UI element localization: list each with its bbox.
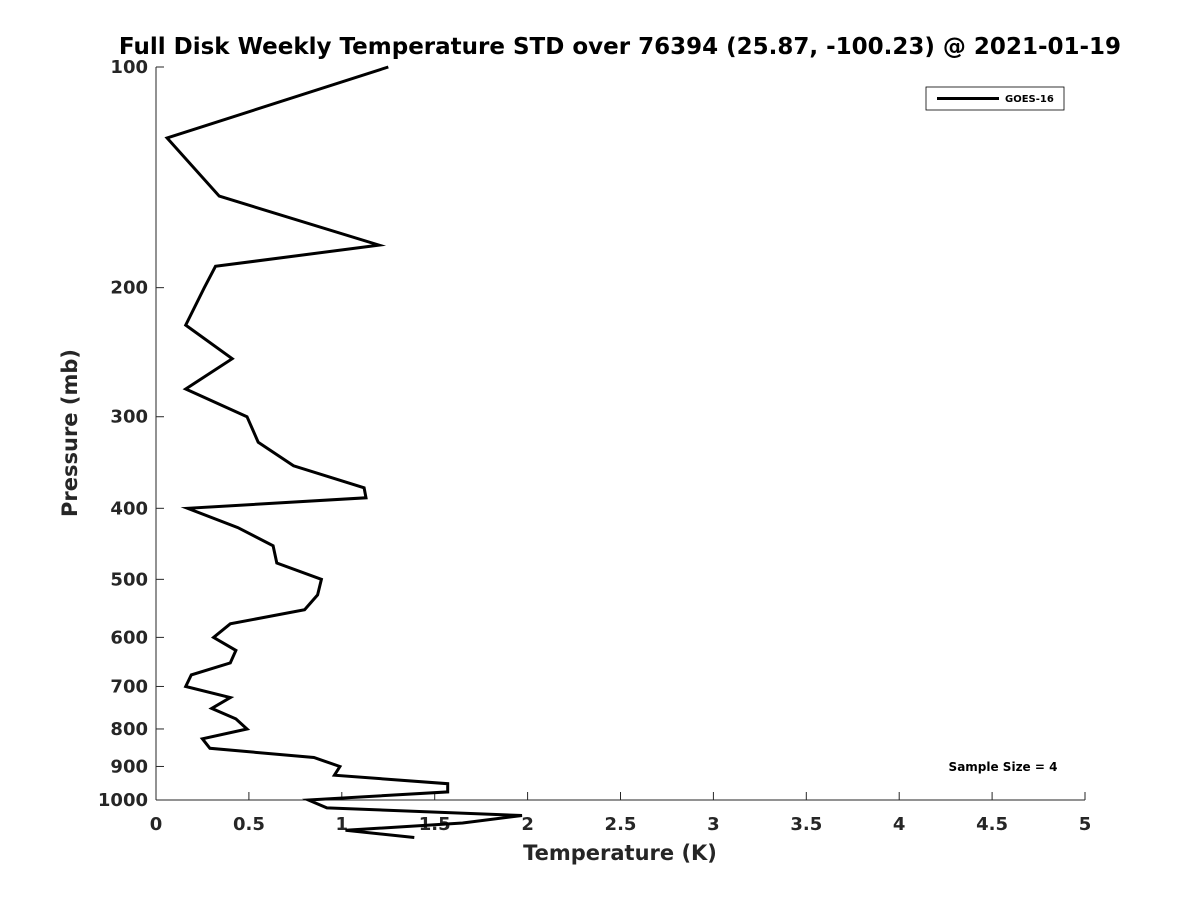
- y-tick-label: 600: [110, 627, 148, 648]
- x-tick-label: 2.5: [605, 814, 637, 835]
- x-tick-label: 0: [150, 814, 163, 835]
- y-axis-label: Pressure (mb): [58, 349, 82, 517]
- x-axis-label: Temperature (K): [523, 841, 717, 865]
- legend: GOES-16: [925, 86, 1065, 111]
- y-tick-label: 300: [110, 407, 148, 428]
- series-group: [164, 65, 523, 839]
- series-line-goes-16: [164, 65, 523, 839]
- legend-label: GOES-16: [1005, 94, 1054, 105]
- x-tick-label: 3: [707, 814, 720, 835]
- y-tick-label: 200: [110, 278, 148, 299]
- x-tick-label: 5: [1079, 814, 1092, 835]
- x-tick-label: 4.5: [976, 814, 1008, 835]
- x-tick-label: 3.5: [790, 814, 822, 835]
- y-tick-label: 700: [110, 676, 148, 697]
- sample-size-annotation: Sample Size = 4: [949, 760, 1058, 774]
- y-tick-label: 900: [110, 756, 148, 777]
- y-tick-label: 500: [110, 569, 148, 590]
- y-tick-label: 400: [110, 498, 148, 519]
- y-ticks: 100 200 300 400 500 600 700 800 900 1000: [98, 57, 164, 811]
- axes: [155, 67, 1085, 801]
- y-tick-label: 100: [110, 57, 148, 78]
- y-tick-label: 1000: [98, 790, 148, 811]
- x-tick-label: 4: [893, 814, 906, 835]
- y-tick-label: 800: [110, 719, 148, 740]
- x-tick-label: 0.5: [233, 814, 265, 835]
- chart-title: Full Disk Weekly Temperature STD over 76…: [119, 34, 1121, 60]
- x-ticks: 0 0.5 1 1.5 2 2.5 3 3.5 4 4.5 5: [150, 792, 1092, 835]
- x-tick-label: 1: [336, 814, 349, 835]
- x-tick-label: 2: [521, 814, 534, 835]
